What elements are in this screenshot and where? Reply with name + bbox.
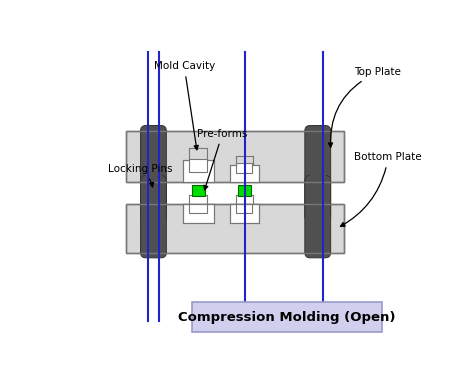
Bar	[126, 131, 344, 182]
Text: Locking Pins: Locking Pins	[108, 164, 173, 187]
Bar	[126, 204, 344, 253]
Bar	[236, 204, 252, 213]
Bar	[189, 204, 207, 213]
Bar	[183, 160, 214, 182]
Bar	[145, 129, 162, 182]
Text: Compression Molding (Open): Compression Molding (Open)	[178, 311, 396, 323]
Text: Pre-forms: Pre-forms	[197, 129, 247, 190]
Bar	[183, 204, 214, 223]
Bar	[236, 163, 252, 173]
Bar	[230, 165, 259, 182]
FancyBboxPatch shape	[191, 303, 382, 332]
Bar	[126, 204, 344, 253]
FancyBboxPatch shape	[140, 125, 166, 221]
FancyBboxPatch shape	[305, 175, 331, 258]
Text: Bottom Plate: Bottom Plate	[340, 152, 422, 226]
Text: Top Plate: Top Plate	[328, 67, 401, 147]
Bar	[189, 158, 207, 172]
FancyBboxPatch shape	[305, 125, 331, 221]
Bar	[191, 185, 205, 196]
Bar	[238, 185, 251, 196]
Bar	[310, 204, 326, 254]
Bar	[126, 131, 344, 182]
Bar	[310, 129, 326, 182]
FancyBboxPatch shape	[140, 175, 166, 258]
Bar	[230, 204, 259, 223]
Text: Mold Cavity: Mold Cavity	[154, 61, 215, 150]
Bar	[145, 204, 162, 254]
